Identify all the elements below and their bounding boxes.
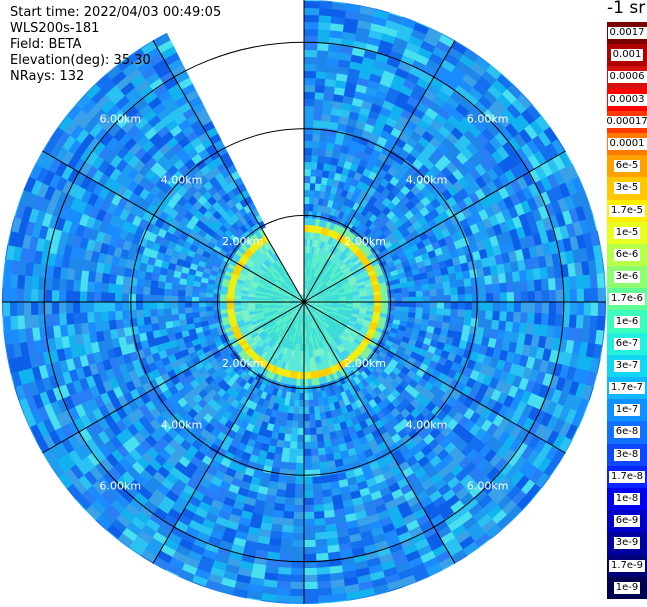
azimuth-spoke [303,150,566,303]
scan-info-panel: Start time: 2022/04/03 00:49:05 WLS200s-… [10,5,221,85]
nrays-text: NRays: 132 [10,69,85,84]
legend-level: 3e-8 [607,443,647,466]
legend-title: -1 sr [607,0,646,18]
legend-level-label: 1.7e-5 [608,204,646,217]
legend-level-label: 1e-7 [613,404,641,417]
legend-level: 1e-6 [607,310,647,333]
legend-level: 3e-9 [607,532,647,555]
range-label: 6.00km [100,480,142,493]
legend-level-label: 1e-5 [613,226,641,239]
legend-level-label: 1e-8 [613,493,641,506]
legend-level: 1e-9 [607,576,647,599]
legend-level-label: 0.0006 [607,71,647,84]
legend-level-label: 6e-8 [613,426,641,439]
legend-level-label: 6e-7 [613,337,641,350]
legend-level-label: 0.001 [610,49,644,62]
azimuth-spoke [42,150,305,303]
legend-level: 3e-6 [607,266,647,289]
legend-level: 0.0006 [607,66,647,89]
legend-level: 3e-5 [607,177,647,200]
legend-level: 3e-7 [607,354,647,377]
legend-level-label: 1.7e-9 [608,559,646,572]
range-label: 4.00km [161,174,203,187]
legend-level: 6e-6 [607,243,647,267]
legend-level: 1.7e-9 [607,554,647,577]
legend-level-label: 0.0001 [607,138,647,151]
legend-level-label: 1e-9 [613,581,641,594]
ppi-scan-plot: 2.00km 2.00km 2.00km 2.00km 4.00km 4.00km 4.00… [1,0,607,605]
legend-level: 1.7e-7 [607,377,647,400]
color-legend: 0.0017 0.001 0.0006 0.0003 0.00017 0.0001 6e-5… [604,22,647,599]
legend-level-label: 1.7e-6 [608,293,646,306]
beta-field [1,0,607,605]
range-label: 2.00km [222,357,264,370]
legend-level: 0.0001 [607,132,647,156]
range-label: 6.00km [467,480,509,493]
azimuth-spoke [303,301,566,454]
legend-level-label: 6e-6 [613,248,641,261]
legend-level-label: 0.0017 [607,27,647,40]
field-text: Field: BETA [10,37,82,52]
range-label: 2.00km [344,357,386,370]
legend-level: 0.001 [607,44,647,67]
azimuth-spoke [303,301,456,564]
legend-level: 1e-7 [607,399,647,422]
azimuth-spoke [152,40,305,303]
legend-level: 1e-8 [607,487,647,511]
range-label: 4.00km [406,174,448,187]
legend-level-label: 0.00017 [604,115,647,128]
legend-level-label: 1.7e-7 [608,382,646,395]
legend-level: 0.0003 [607,88,647,111]
legend-level-label: 1.7e-8 [608,470,646,483]
legend-level-label: 3e-8 [613,448,641,461]
range-label: 4.00km [161,419,203,432]
legend-level: 6e-7 [607,332,647,355]
legend-level: 1.7e-5 [607,199,647,222]
legend-level: 0.00017 [604,110,647,133]
legend-level: 1.7e-8 [607,465,647,488]
range-label: 6.00km [100,112,142,125]
legend-level-label: 3e-9 [613,537,641,550]
azimuth-spoke [303,40,456,303]
range-label: 2.00km [344,235,386,248]
legend-level-label: 3e-6 [613,271,641,284]
range-label: 4.00km [406,419,448,432]
legend-level: 6e-8 [607,421,647,444]
start-time-text: Start time: 2022/04/03 00:49:05 [10,5,222,20]
legend-level-label: 6e-9 [613,515,641,528]
legend-level: 6e-5 [607,155,647,178]
legend-level: 1e-5 [607,221,647,244]
range-ring-grid [2,0,606,604]
azimuth-spoke [152,301,305,564]
legend-level-label: 1e-6 [613,315,641,328]
legend-level-label: 3e-5 [613,182,641,195]
azimuth-spoke [42,301,305,454]
elevation-text: Elevation(deg): 35.30 [10,53,151,68]
legend-level: 1.7e-6 [607,288,647,311]
legend-level-label: 6e-5 [613,160,641,173]
instrument-text: WLS200s-181 [10,21,100,36]
legend-level-label: 3e-7 [613,359,641,372]
range-labels: 2.00km 2.00km 2.00km 2.00km 4.00km 4.00km 4.00… [100,112,509,492]
legend-level-label: 0.0003 [607,93,647,106]
range-label: 2.00km [222,235,264,248]
range-label: 6.00km [467,112,509,125]
legend-level: 0.0017 [607,22,647,45]
legend-level: 6e-9 [607,510,647,533]
